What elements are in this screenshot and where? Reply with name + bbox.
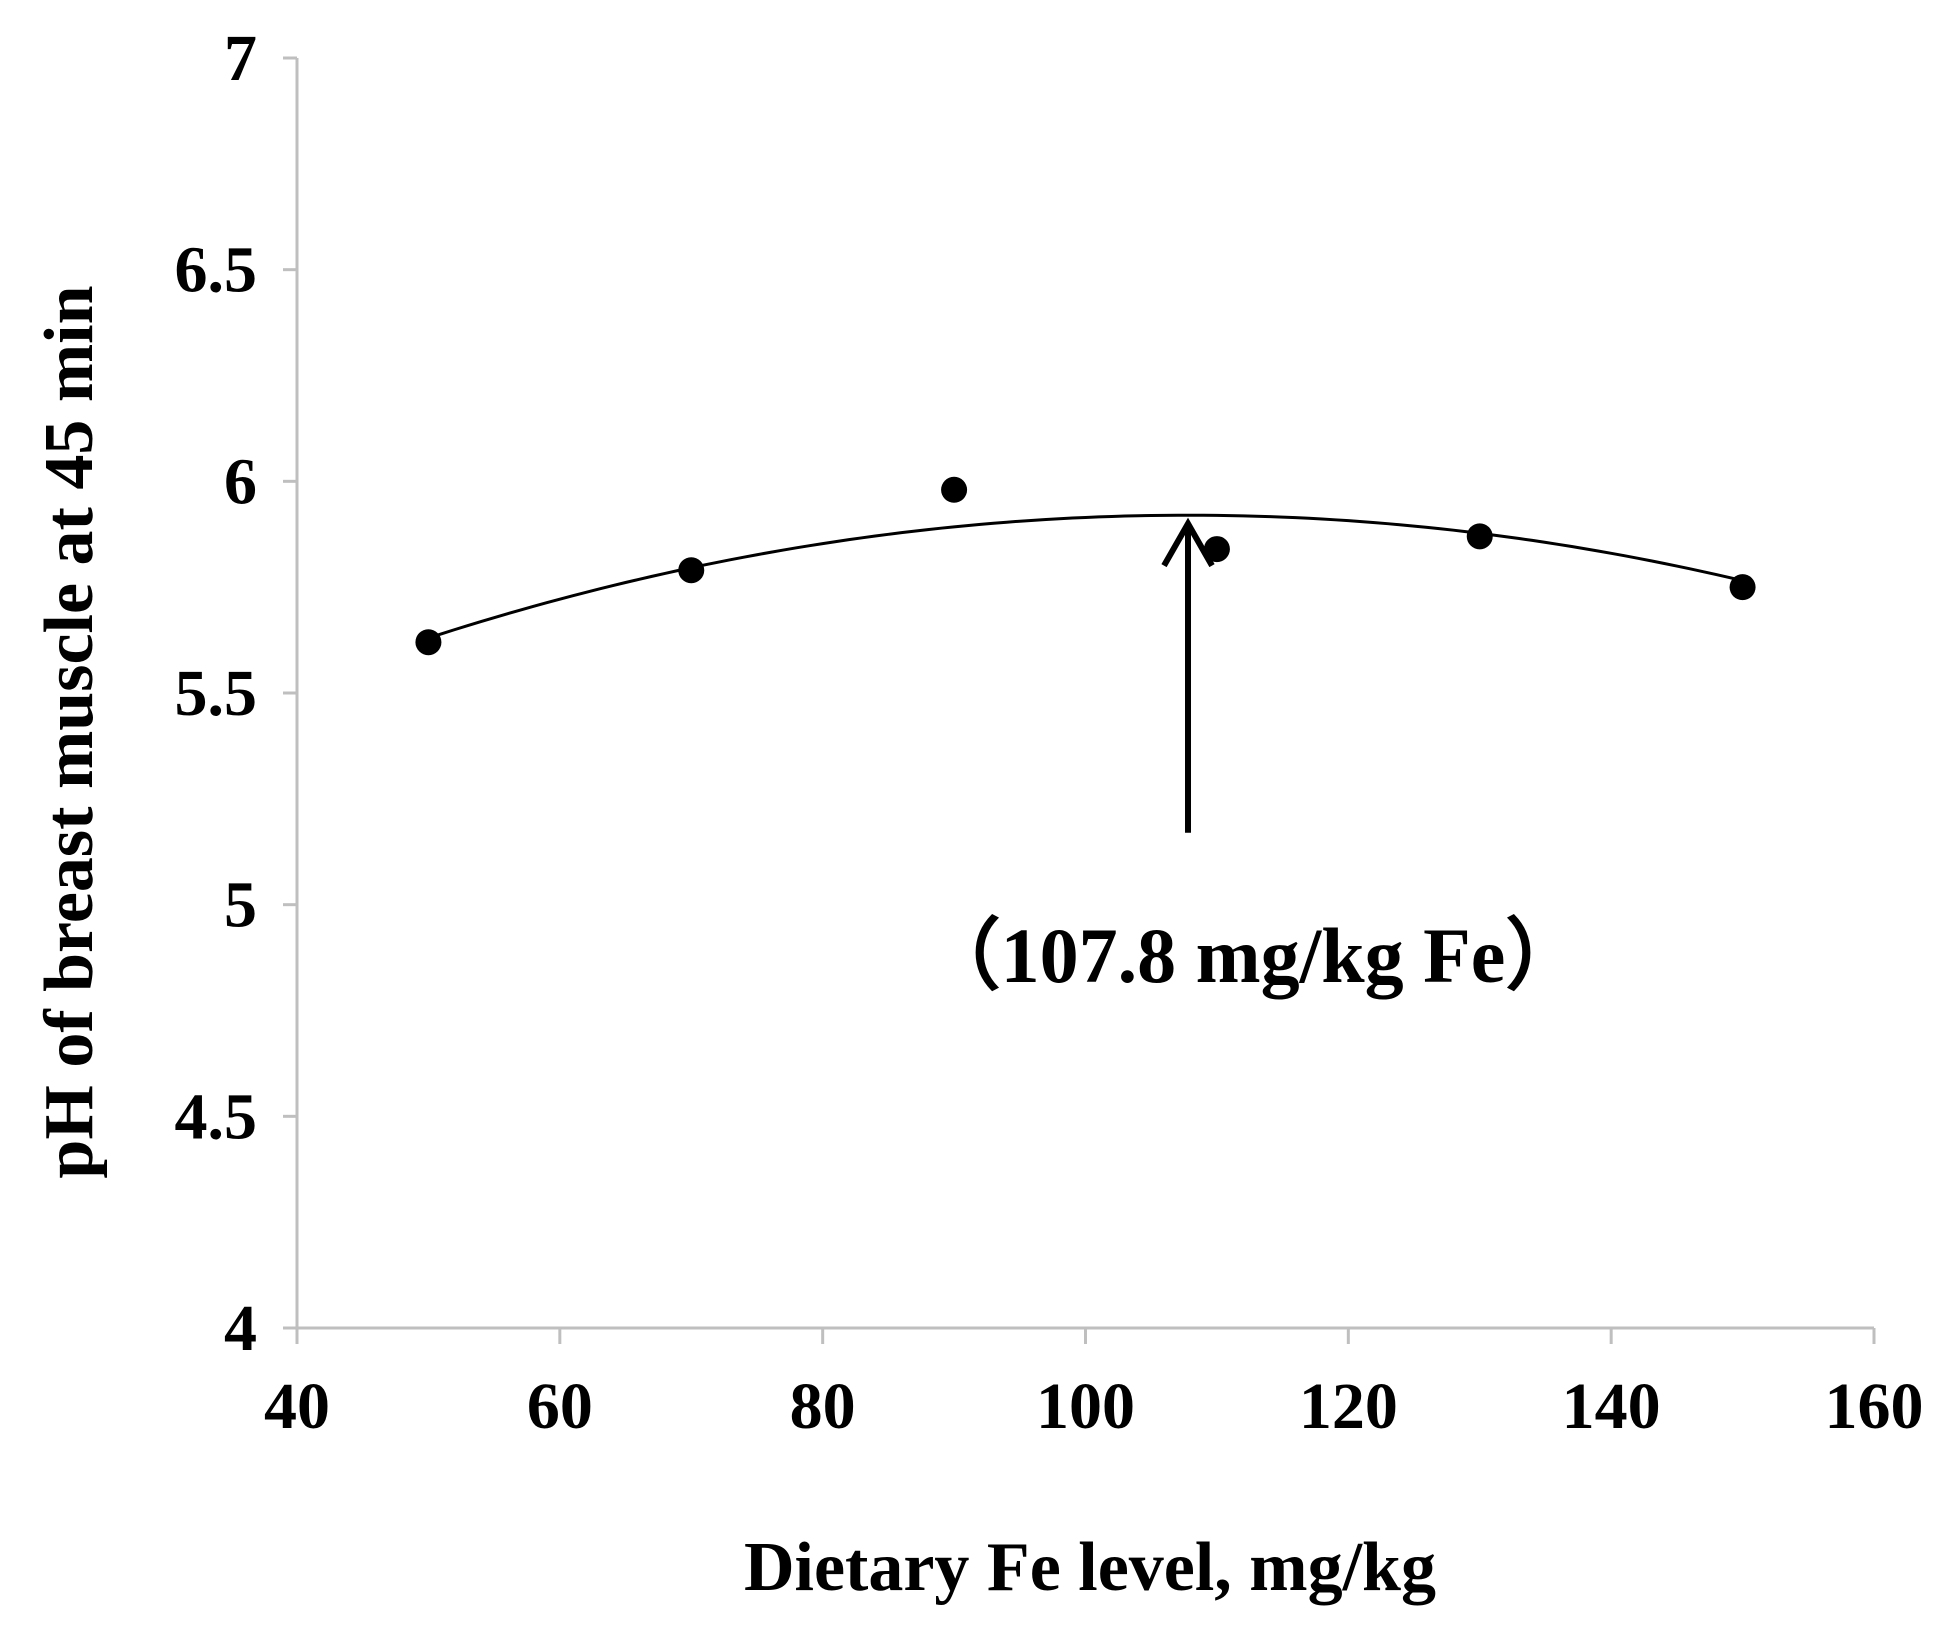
data-point [415,629,442,656]
x-tick-label: 100 [1036,1370,1135,1443]
y-tick-label: 6.5 [175,234,258,307]
x-tick-label: 140 [1562,1370,1661,1443]
x-tick-label: 60 [527,1370,593,1443]
y-tick-label: 4 [224,1292,257,1365]
data-point [1203,536,1230,563]
data-point [678,557,705,584]
annotation-arrow-head [1161,517,1215,568]
data-point [1729,574,1756,601]
y-tick-label: 5 [224,869,257,942]
y-tick-label: 4.5 [175,1080,258,1153]
axes: 40 60 80 100 120 140 160 4 4.5 5 5.5 6 6.5 7 [175,22,1924,1443]
data-points [415,476,1756,656]
fit-curve-layer [427,513,1743,640]
annotation-label: （107.8 mg/kg Fe） [923,912,1584,999]
annotation: （107.8 mg/kg Fe） [923,517,1584,999]
x-tick-label: 80 [790,1370,856,1443]
fit-curve [427,513,1743,640]
x-tick-label: 40 [264,1370,330,1443]
y-tick-label: 6 [224,445,257,518]
x-tick-label: 120 [1299,1370,1398,1443]
x-tick-label: 160 [1825,1370,1924,1443]
data-point [941,476,968,503]
y-tick-label: 7 [224,22,257,95]
data-point [1466,523,1493,550]
y-tick-label: 5.5 [175,657,258,730]
y-axis-title: pH of breast muscle at 45 min [31,285,108,1178]
x-axis-title: Dietary Fe level, mg/kg [744,1529,1436,1606]
